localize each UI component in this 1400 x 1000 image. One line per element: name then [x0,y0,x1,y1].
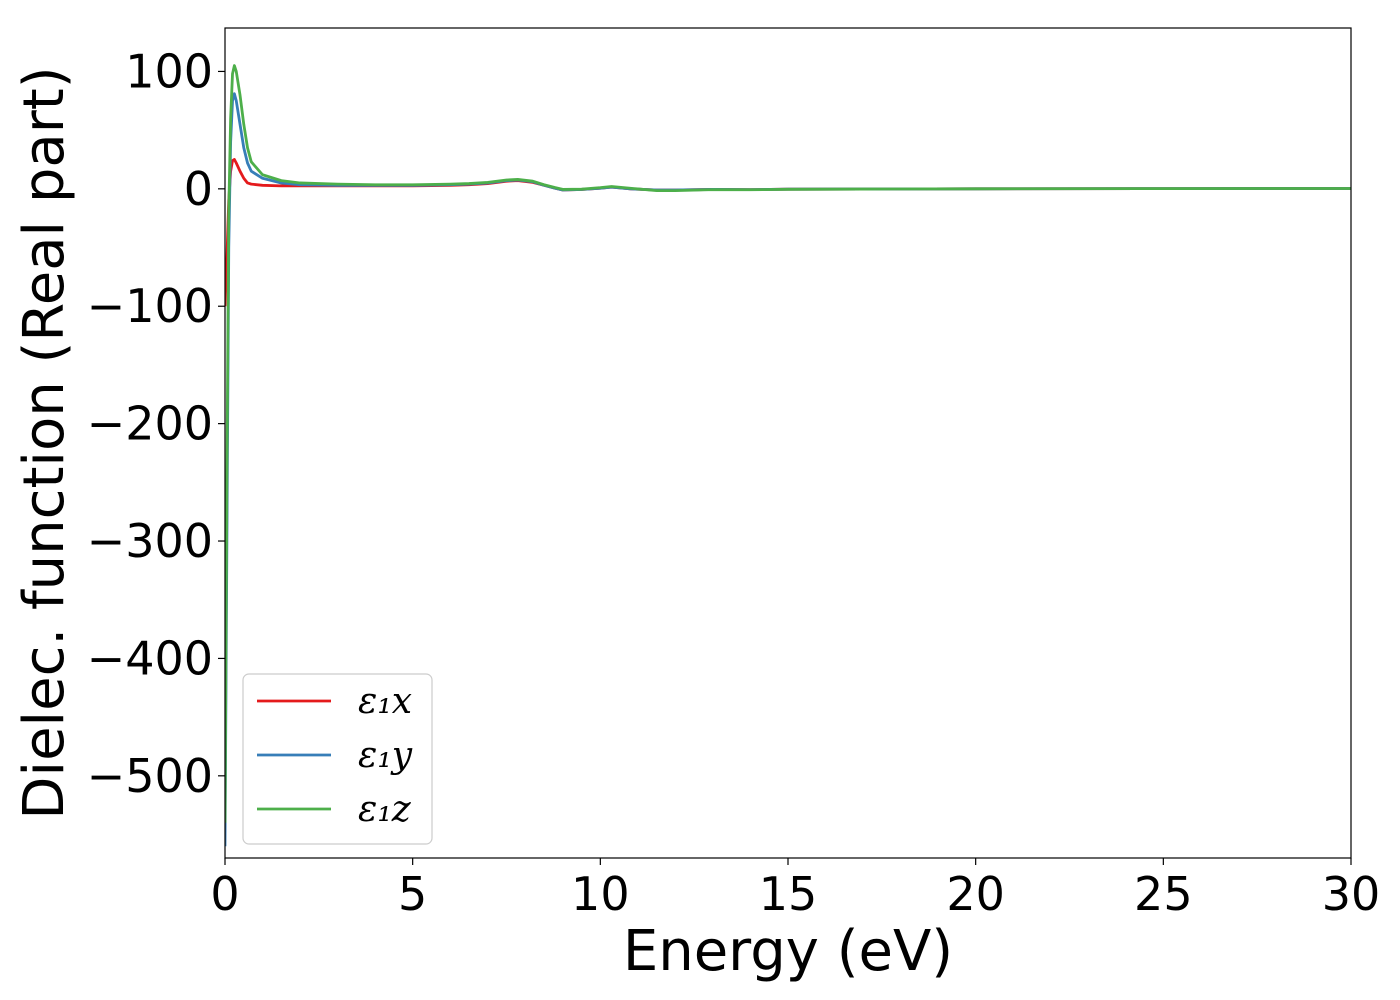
x-tick-label: 10 [571,867,630,921]
x-tick-label: 0 [210,867,239,921]
y-axis-label: Dielec. function (Real part) [12,66,77,819]
legend: ε₁x ε₁y ε₁z [242,673,433,845]
y-tick-label: −400 [87,631,213,685]
x-tick-label: 25 [1134,867,1193,921]
y-tick-label: −100 [87,279,213,333]
x-tick-label: 5 [398,867,427,921]
x-axis: 0 5 10 15 20 25 30 [210,858,1380,921]
x-tick-label: 15 [759,867,818,921]
x-tick-label: 20 [946,867,1005,921]
y-axis: 100 0 −100 −200 −300 −400 −500 [87,44,225,803]
y-tick-label: 0 [184,162,213,216]
legend-label: ε₁z [358,789,412,830]
y-tick-label: −500 [87,749,213,803]
x-tick-label: 30 [1322,867,1381,921]
legend-label: ε₁x [358,681,412,722]
y-tick-label: −200 [87,397,213,451]
y-tick-label: 100 [125,44,213,98]
x-axis-label: Energy (eV) [623,919,953,984]
series-layer [225,64,1351,847]
legend-box [242,673,433,845]
y-tick-label: −300 [87,514,213,568]
legend-label: ε₁y [358,735,413,776]
series-line-2 [225,64,1351,823]
